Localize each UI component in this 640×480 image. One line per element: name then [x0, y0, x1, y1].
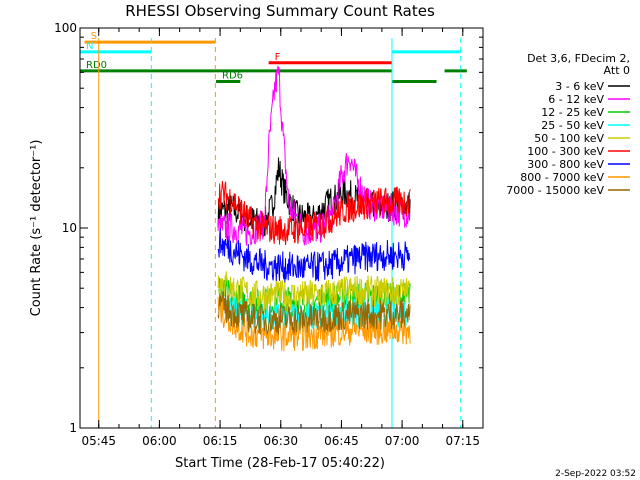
legend-entry-label: 6 - 12 keV: [548, 93, 604, 106]
flag-label-rd6: RD6: [222, 71, 243, 82]
legend-header: Det 3,6, FDecim 2,: [527, 52, 630, 65]
y-tick-label: 10: [62, 221, 77, 235]
series-line: [217, 295, 411, 352]
x-tick-label: 06:15: [203, 434, 238, 448]
x-tick-label: 06:45: [324, 434, 359, 448]
x-axis-label: Start Time (28-Feb-17 05:40:22): [175, 456, 385, 471]
legend-entry-label: 3 - 6 keV: [555, 80, 604, 93]
legend-header: Att 0: [604, 64, 630, 77]
series-line: [217, 271, 411, 312]
series-group: [217, 65, 411, 352]
y-tick-label: 1: [69, 421, 77, 435]
legend-entry-label: 800 - 7000 keV: [520, 171, 604, 184]
x-tick-label: 07:00: [385, 434, 420, 448]
vertical-markers: [98, 38, 462, 428]
y-tick-label: 100: [54, 21, 77, 35]
legend-entry-label: 50 - 100 keV: [534, 132, 604, 145]
flag-label-f: F: [275, 52, 281, 63]
series-line: [217, 290, 411, 335]
x-tick-label: 07:15: [445, 434, 480, 448]
legend-entry-label: 12 - 25 keV: [541, 106, 604, 119]
x-tick-label: 05:45: [81, 434, 116, 448]
x-tick-label: 06:30: [263, 434, 298, 448]
x-tick-label: 06:00: [142, 434, 177, 448]
flag-bars: SN F RD0 RD6: [80, 31, 467, 84]
legend-entry-label: 25 - 50 keV: [541, 119, 604, 132]
flag-label-s: S: [91, 31, 97, 42]
series-line: [217, 180, 411, 246]
axes: 1 10 100 05:45 06:00 06:15 06:30 06:45 07:00 07:1…: [54, 21, 484, 448]
legend-entry-label: 100 - 300 keV: [527, 145, 604, 158]
footer-timestamp: 2-Sep-2022 03:52: [555, 469, 636, 479]
legend-entry-label: 7000 - 15000 keV: [506, 184, 604, 197]
flag-label-n: N: [86, 41, 93, 52]
flag-label-rd0: RD0: [86, 60, 107, 71]
chart-title: RHESSI Observing Summary Count Rates: [125, 2, 435, 20]
series-line: [217, 228, 411, 283]
y-axis-label: Count Rate (s⁻¹ detector⁻¹): [29, 140, 44, 317]
legend-entry-label: 300 - 800 keV: [527, 158, 604, 171]
